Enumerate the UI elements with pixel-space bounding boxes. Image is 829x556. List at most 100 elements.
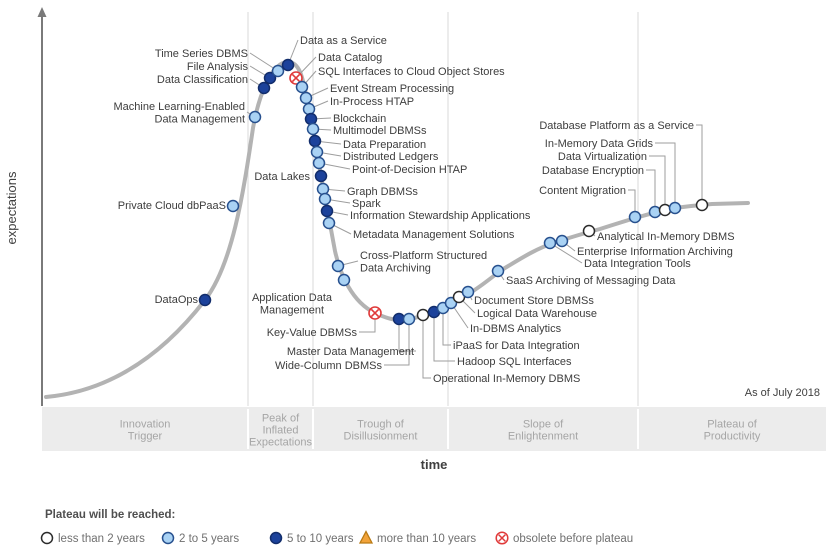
- y5to10-marker-icon: [314, 169, 328, 183]
- point-labels: DataOps Private Cloud dbPaaS Machine Learn…: [114, 35, 735, 385]
- legend-item-label: less than 2 years: [58, 533, 145, 545]
- label-data-catalog: Data Catalog: [318, 52, 382, 64]
- leader-in-memory-data-grids: [655, 142, 676, 208]
- label-logical-data-warehouse: Logical Data Warehouse: [477, 308, 597, 320]
- legend: Plateau will be reached: less than 2 year…: [40, 509, 633, 545]
- y5to10-marker-icon: [263, 71, 277, 85]
- leader-hadoop-sql-interfaces: [433, 312, 455, 362]
- legend-item-5-to-10-years: 5 to 10 years: [269, 531, 354, 545]
- point-in-process-htap: [302, 102, 316, 116]
- point-data-preparation: [308, 134, 322, 148]
- point-database-platform-as-a-service: [695, 198, 709, 212]
- point-graph-dbmss: [316, 182, 330, 196]
- label-application-data-management: Application Data Management: [252, 292, 333, 317]
- label-data-classification: Data Classification: [157, 74, 248, 86]
- phase-label-peak-of-inflated-expectations: Peak of Inflated Expectations: [249, 413, 312, 449]
- y2to5-marker-icon: [337, 273, 351, 287]
- lt2-marker-icon: [40, 531, 54, 545]
- y5to10-marker-icon: [320, 204, 334, 218]
- y2to5-marker-icon: [295, 80, 309, 94]
- leader-content-migration: [628, 189, 636, 217]
- label-content-migration: Content Migration: [539, 185, 626, 197]
- label-analytical-in-memory-dbms: Analytical In-Memory DBMS: [597, 231, 735, 243]
- y2to5-marker-icon: [628, 210, 642, 224]
- y2to5-marker-icon: [555, 234, 569, 248]
- point-data-as-a-service: [281, 58, 295, 72]
- y2to5-marker-icon: [248, 110, 262, 124]
- y2to5-marker-icon: [312, 156, 326, 170]
- y2to5-marker-icon: [461, 285, 475, 299]
- label-spark: Spark: [352, 198, 381, 210]
- y2to5-marker-icon: [310, 145, 324, 159]
- label-in-dbms-analytics: In-DBMS Analytics: [470, 323, 562, 335]
- point-key-value-dbmss: [368, 306, 382, 320]
- label-point-of-decision-htap: Point-of-Decision HTAP: [352, 164, 467, 176]
- label-enterprise-information-archiving: Enterprise Information Archiving: [577, 246, 733, 258]
- point-document-store-dbmss: [461, 285, 475, 299]
- label-key-value-dbmss: Key-Value DBMSs: [267, 327, 358, 339]
- label-information-stewardship-applications: Information Stewardship Applications: [350, 210, 531, 222]
- point-analytical-in-memory-dbms: [582, 224, 596, 238]
- phase-band-bg: [42, 407, 826, 451]
- lt2-marker-icon: [582, 224, 596, 238]
- point-file-analysis: [263, 71, 277, 85]
- y2to5-marker-icon: [331, 259, 345, 273]
- legend-item-more-than-10-years: more than 10 years: [358, 530, 476, 545]
- label-private-cloud-dbpaas: Private Cloud dbPaaS: [118, 200, 226, 212]
- point-application-data-management: [337, 273, 351, 287]
- y5to10-marker-icon: [308, 134, 322, 148]
- label-database-encryption: Database Encryption: [542, 165, 644, 177]
- point-information-stewardship-applications: [320, 204, 334, 218]
- point-cross-platform-structured-data-archiving: [331, 259, 345, 273]
- label-graph-dbmss: Graph DBMSs: [347, 186, 418, 198]
- label-cross-platform-structured-data-archiving: Cross-Platform Structured Data Archiving: [360, 250, 487, 275]
- phase-label-trough-of-disillusionment: Trough of Disillusionment: [344, 419, 418, 443]
- y2to5-marker-icon: [491, 264, 505, 278]
- label-master-data-management: Master Data Management: [287, 346, 414, 358]
- label-data-virtualization: Data Virtualization: [558, 151, 647, 163]
- y2to5-marker-icon: [271, 64, 285, 78]
- lt2-marker-icon: [658, 203, 672, 217]
- point-data-catalog: [289, 71, 303, 85]
- phase-label-innovation-trigger: Innovation Trigger: [120, 419, 171, 443]
- legend-heading: Plateau will be reached:: [45, 509, 175, 521]
- point-metadata-management-solutions: [322, 216, 336, 230]
- point-machine-learning-enabled-data-management: [248, 110, 262, 124]
- phase-gridlines: [247, 12, 639, 406]
- point-dataops: [198, 293, 212, 307]
- label-event-stream-processing: Event Stream Processing: [330, 83, 454, 95]
- point-wide-column-dbmss: [402, 312, 416, 326]
- x-axis-label: time: [421, 457, 448, 472]
- y5to10-marker-icon: [281, 58, 295, 72]
- label-saas-archiving-of-messaging-data: SaaS Archiving of Messaging Data: [506, 275, 676, 287]
- legend-item-label: more than 10 years: [377, 533, 476, 545]
- y2to5-marker-icon: [316, 182, 330, 196]
- y2to5-marker-icon: [402, 312, 416, 326]
- legend-item-label: obsolete before plateau: [513, 533, 633, 545]
- leader-data-virtualization: [649, 155, 666, 210]
- lt2-marker-icon: [695, 198, 709, 212]
- y-axis-arrow-icon: [37, 7, 47, 17]
- point-point-of-decision-htap: [312, 156, 326, 170]
- y2to5-marker-icon: [306, 122, 320, 136]
- point-data-classification: [257, 81, 271, 95]
- y2to5-marker-icon: [668, 201, 682, 215]
- y2to5-marker-icon: [543, 236, 557, 250]
- y2to5-marker-icon: [161, 531, 175, 545]
- label-metadata-management-solutions: Metadata Management Solutions: [353, 229, 515, 241]
- label-blockchain: Blockchain: [333, 113, 386, 125]
- label-operational-in-memory-dbms: Operational In-Memory DBMS: [433, 373, 580, 385]
- label-distributed-ledgers: Distributed Ledgers: [343, 151, 439, 163]
- label-data-preparation: Data Preparation: [343, 139, 426, 151]
- y2to5-marker-icon: [299, 91, 313, 105]
- point-data-lakes: [314, 169, 328, 183]
- leader-wide-column-dbmss: [384, 319, 410, 366]
- point-time-series-dbms: [271, 64, 285, 78]
- label-data-integration-tools: Data Integration Tools: [584, 258, 691, 270]
- y2to5-marker-icon: [648, 205, 662, 219]
- label-machine-learning-enabled-data-management: Machine Learning-Enabled Data Management: [114, 101, 245, 126]
- y5to10-marker-icon: [304, 112, 318, 126]
- y2to5-marker-icon: [318, 192, 332, 206]
- point-data-virtualization: [658, 203, 672, 217]
- legend-item-label: 2 to 5 years: [179, 533, 239, 545]
